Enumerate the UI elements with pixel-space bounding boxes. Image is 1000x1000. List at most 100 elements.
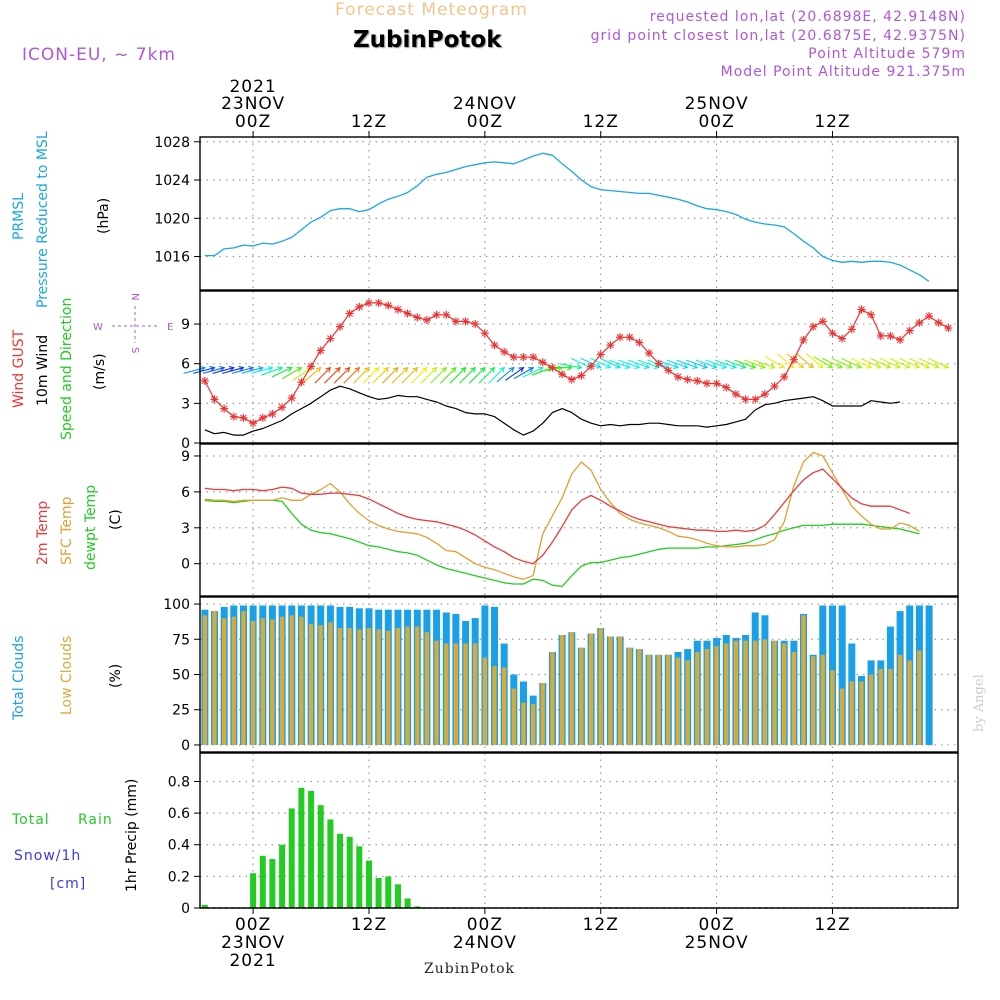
- wind-arrow: [734, 359, 757, 369]
- gust-marker: [915, 318, 924, 327]
- gust-marker: [828, 329, 837, 338]
- wind-arrow: [202, 365, 226, 374]
- wind-arrow: [676, 359, 699, 369]
- wind-arrow-shaft: [430, 367, 447, 384]
- low-cloud-bar: [917, 650, 922, 745]
- wind-arrow: [590, 357, 612, 369]
- wind-arrow-head: [943, 363, 950, 369]
- wind-arrow-head: [875, 363, 882, 369]
- wind-arrow: [353, 366, 370, 384]
- wind-arrow-head: [528, 367, 535, 373]
- wind-arrow-shaft: [353, 367, 370, 384]
- wind-arrow-head: [441, 366, 448, 373]
- wind-arrow-head: [325, 366, 332, 373]
- wind-arrow-shaft: [813, 356, 833, 369]
- gust-marker: [789, 355, 798, 364]
- wind-arrow: [608, 359, 631, 369]
- time-label-date: 23NOV: [221, 94, 285, 114]
- gust-marker-d2: [896, 336, 904, 344]
- wind-arrow-shaft: [333, 367, 351, 384]
- wind-arrow-shaft: [505, 367, 524, 381]
- wind-arrow-head: [248, 365, 255, 372]
- low-cloud-bar: [685, 660, 690, 745]
- gust-marker-d2: [500, 348, 508, 356]
- precip-bar: [201, 904, 208, 908]
- wind-arrow: [795, 353, 815, 369]
- gust-marker: [760, 390, 769, 399]
- gust-marker: [702, 379, 711, 388]
- low-cloud-bar: [482, 657, 487, 745]
- panel-frame: [199, 290, 959, 444]
- wind-arrow-shaft: [686, 359, 708, 369]
- total-cloud-bar: [838, 605, 846, 745]
- gust-marker-d2: [616, 333, 624, 341]
- wind-arrow: [850, 357, 873, 369]
- gust-marker: [886, 331, 895, 340]
- precip-bar: [298, 787, 305, 908]
- low-cloud-bar: [579, 647, 584, 745]
- low-cloud-bar: [878, 668, 883, 745]
- ytick-label: 25: [172, 703, 190, 719]
- wind-arrow: [695, 359, 718, 369]
- compass-s: S: [129, 347, 140, 353]
- wind-arrow-shaft: [764, 356, 785, 369]
- wind-arrow-head: [701, 363, 709, 369]
- wind-arrow-shaft: [908, 357, 930, 369]
- total-label: Total: [11, 812, 50, 828]
- wind-arrow: [391, 366, 409, 384]
- gust-marker-d2: [568, 376, 576, 383]
- low-cloud-bar: [569, 632, 574, 745]
- gust-marker-d2: [375, 299, 382, 307]
- wind-arrow-head: [711, 363, 718, 369]
- low-cloud-bar: [212, 611, 217, 745]
- wind-arrow: [753, 359, 776, 369]
- wind-arrow-head: [759, 363, 766, 369]
- prmsl-label: PRMSL: [11, 193, 27, 240]
- gust-marker-d2: [790, 356, 798, 364]
- wind-arrow-shaft: [715, 359, 737, 369]
- wind-arrow: [478, 366, 496, 384]
- precip-bar: [327, 819, 334, 908]
- low-cloud-bar: [444, 643, 449, 745]
- gust-marker-d2: [645, 349, 653, 357]
- gust-marker: [616, 333, 625, 342]
- t2m-line: [204, 468, 910, 565]
- gust-marker: [200, 376, 209, 385]
- precip-bar: [395, 884, 401, 908]
- tsfc-line: [204, 451, 920, 580]
- low-cloud-bar: [588, 633, 594, 745]
- compass-rose: N S W E: [93, 293, 173, 353]
- low-cloud-bar: [791, 652, 796, 745]
- wind-arrow-head: [672, 363, 680, 369]
- wind-arrow-head: [692, 363, 699, 369]
- ytick-label: 1024: [154, 173, 190, 189]
- low-cloud-bar: [675, 657, 681, 745]
- wind-arrow-shaft: [870, 357, 891, 369]
- low-cloud-bar: [743, 640, 748, 745]
- low-cloud-bar: [299, 616, 304, 745]
- low-cloud-bar: [724, 643, 729, 745]
- gust-marker-d2: [838, 335, 846, 342]
- gust-marker: [432, 310, 441, 319]
- cloud-unit: (%): [108, 664, 124, 688]
- wind-arrow: [505, 367, 525, 381]
- low-cloud-bar: [492, 666, 497, 745]
- wind-arrow-head: [827, 363, 834, 369]
- low-cloud-bar: [695, 652, 700, 745]
- low-cloud-bar: [328, 622, 333, 745]
- gust-marker: [731, 390, 740, 399]
- wind-arrow-shaft: [540, 367, 563, 373]
- gust-marker-d2: [867, 311, 875, 319]
- wind-arrow-head: [779, 363, 786, 369]
- wind-arrow-head: [605, 363, 612, 369]
- gust-marker-d2: [877, 332, 885, 340]
- wind-arrow-shaft: [889, 357, 910, 369]
- wind-arrow-shaft: [193, 367, 215, 374]
- gust-marker-d2: [201, 377, 209, 385]
- wind-arrow-shaft: [628, 359, 650, 369]
- wind-arrow: [918, 357, 940, 369]
- wind-arrow: [183, 365, 206, 374]
- wind-arrow-head: [615, 363, 622, 369]
- wind-arrow: [928, 357, 950, 369]
- wind-arrow-head: [866, 363, 873, 369]
